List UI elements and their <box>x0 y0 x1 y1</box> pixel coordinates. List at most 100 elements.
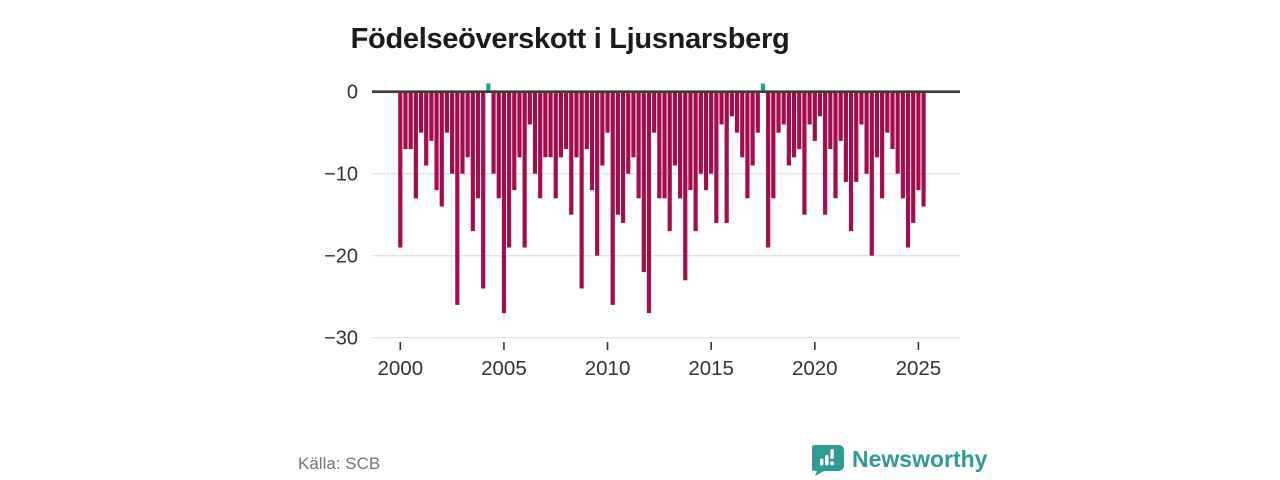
bar-2020-Q1 <box>812 91 817 141</box>
bar-2023-Q1 <box>874 91 880 158</box>
birth-surplus-bar-chart: 0 −10 −20 −30 2000 2005 2010 2015 2020 2025 <box>324 82 960 380</box>
bar-2005-Q1 <box>501 91 507 314</box>
bar-2001-Q2 <box>424 91 429 166</box>
bar-2008-Q3 <box>574 91 579 158</box>
bar-2001-Q1 <box>418 91 424 133</box>
bar-2018-Q3 <box>781 91 786 125</box>
bar-2014-Q2 <box>693 91 698 232</box>
bar-2010-Q1 <box>605 91 610 133</box>
bar-2007-Q1 <box>543 91 548 158</box>
bar-2005-Q3 <box>512 91 517 191</box>
bar-2014-Q3 <box>698 91 703 174</box>
bar-2013-Q4 <box>683 91 688 281</box>
bar-2015-Q2 <box>714 91 719 223</box>
bar-2023-Q2 <box>880 91 885 199</box>
bar-2010-Q4 <box>620 91 626 223</box>
bar-2013-Q3 <box>677 91 683 199</box>
bar-2011-Q4 <box>641 91 646 273</box>
bar-2007-Q4 <box>558 91 564 158</box>
bar-2021-Q4 <box>848 91 854 232</box>
bar-2011-Q2 <box>631 91 636 158</box>
bar-2009-Q3 <box>595 91 600 256</box>
bar-2010-Q2 <box>610 91 615 305</box>
bar-2015-Q3 <box>719 91 724 125</box>
bar-2004-Q3 <box>491 91 496 174</box>
bar-2008-Q1 <box>563 91 569 150</box>
bar-2015-Q4 <box>724 91 729 223</box>
bar-2012-Q4 <box>662 91 667 199</box>
bar-2020-Q2 <box>817 91 823 117</box>
bar-2006-Q2 <box>527 91 532 125</box>
bar-2004-Q4 <box>496 91 501 199</box>
bar-2021-Q2 <box>838 91 843 141</box>
bar-2022-Q1 <box>854 91 859 182</box>
bar-2016-Q4 <box>745 91 750 199</box>
x-tick-label: 2015 <box>688 357 734 380</box>
bar-2022-Q3 <box>864 91 869 174</box>
bar-2024-Q1 <box>895 91 900 174</box>
bar-2024-Q3 <box>905 91 911 248</box>
bar-2004-Q2 <box>486 83 491 92</box>
bar-2007-Q3 <box>553 91 558 199</box>
bar-2008-Q2 <box>569 91 574 215</box>
bar-2019-Q1 <box>791 91 797 158</box>
bar-2022-Q2 <box>859 91 864 125</box>
bar-2014-Q4 <box>703 91 709 191</box>
bar-2022-Q4 <box>869 91 874 256</box>
bar-2021-Q1 <box>833 91 838 199</box>
bar-2015-Q1 <box>709 91 714 174</box>
bar-2014-Q1 <box>688 91 693 191</box>
bar-2019-Q3 <box>802 91 807 215</box>
bar-2000-Q3 <box>408 91 413 150</box>
bar-2002-Q1 <box>439 91 444 207</box>
page-title: Födelseöverskott i Ljusnarsberg <box>350 23 790 56</box>
bar-2006-Q1 <box>522 91 527 248</box>
bar-2001-Q3 <box>429 91 434 141</box>
x-tick-label: 2000 <box>377 357 423 380</box>
y-tick-label: −30 <box>324 328 358 350</box>
x-tick-label: 2020 <box>792 357 838 380</box>
newsworthy-wordmark: Newsworthy <box>852 446 988 472</box>
bar-2019-Q2 <box>797 91 802 150</box>
newsworthy-brand: Newsworthy <box>812 443 987 476</box>
bar-2023-Q4 <box>890 91 895 150</box>
y-axis: 0 −10 −20 −30 <box>324 82 358 350</box>
bar-2002-Q2 <box>444 91 450 133</box>
bar-2013-Q2 <box>672 91 677 166</box>
bar-2007-Q2 <box>548 91 553 158</box>
bar-2001-Q4 <box>434 91 439 191</box>
y-tick-label: −10 <box>324 164 358 186</box>
bar-2008-Q4 <box>579 91 584 289</box>
bar-2012-Q1 <box>646 91 652 314</box>
newsworthy-logo-icon <box>812 445 844 476</box>
x-tick-label: 2010 <box>585 357 631 380</box>
bar-2017-Q1 <box>750 91 755 166</box>
bar-2017-Q4 <box>766 91 771 248</box>
bar-2006-Q4 <box>538 91 543 199</box>
bar-2000-Q4 <box>413 91 418 199</box>
bar-2005-Q4 <box>517 91 522 158</box>
bar-2017-Q3 <box>760 83 766 92</box>
bar-2000-Q1 <box>398 91 403 248</box>
bar-2011-Q1 <box>626 91 631 174</box>
bar-2009-Q1 <box>584 91 589 150</box>
x-axis: 2000 2005 2010 2015 2020 2025 <box>377 342 941 380</box>
y-tick-label: 0 <box>347 82 358 104</box>
bar-2019-Q4 <box>807 91 812 125</box>
bar-2009-Q2 <box>589 91 595 191</box>
x-tick-label: 2025 <box>896 357 942 380</box>
bar-2013-Q1 <box>667 91 672 232</box>
bar-2018-Q2 <box>776 91 781 133</box>
bar-2025-Q1 <box>916 91 921 191</box>
x-tick-label: 2005 <box>481 357 527 380</box>
bar-2009-Q4 <box>600 91 605 166</box>
bar-2005-Q2 <box>507 91 512 248</box>
bar-2016-Q3 <box>740 91 745 158</box>
y-tick-label: −20 <box>324 246 358 268</box>
bar-2016-Q1 <box>729 91 734 117</box>
bar-2006-Q3 <box>532 91 538 174</box>
bar-2003-Q4 <box>475 91 481 199</box>
bar-2002-Q4 <box>455 91 460 305</box>
bar-2011-Q3 <box>636 91 641 199</box>
